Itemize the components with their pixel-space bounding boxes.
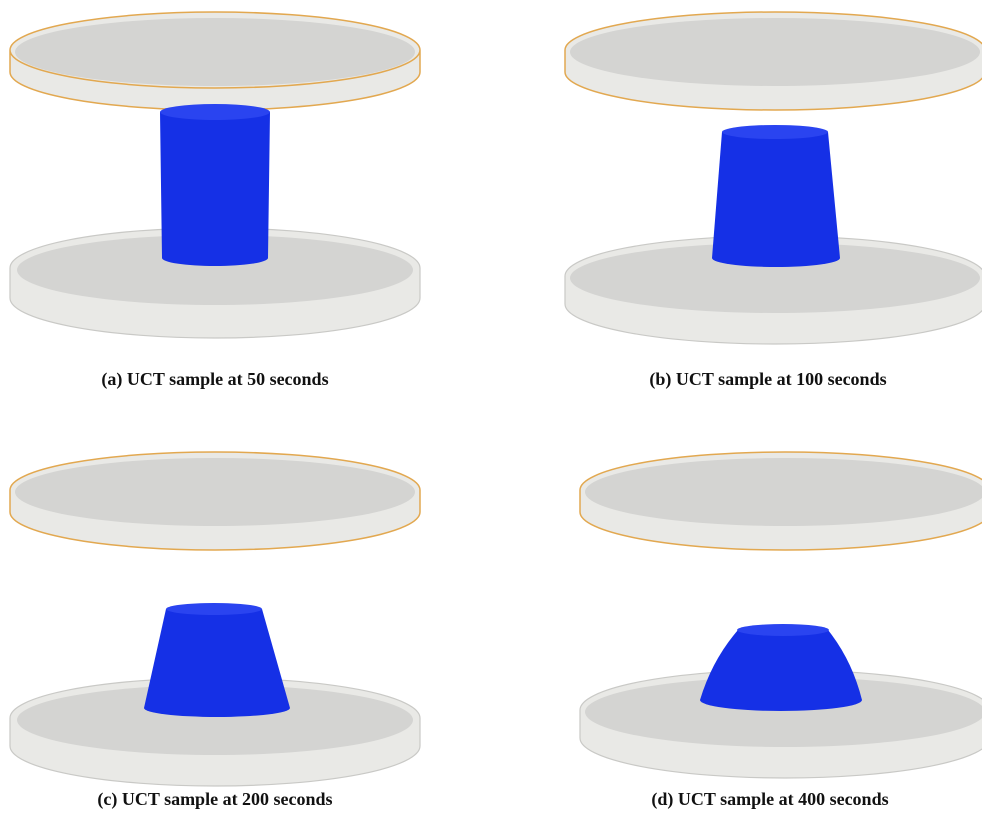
caption: (b) UCT sample at 100 seconds xyxy=(649,369,886,390)
plate-face xyxy=(15,458,415,526)
sample-top xyxy=(166,603,262,615)
sample-top xyxy=(160,104,270,120)
sample xyxy=(144,609,290,717)
sample xyxy=(712,132,840,267)
plate-face xyxy=(15,18,415,86)
sample-top xyxy=(737,624,829,636)
panel-a xyxy=(10,12,420,338)
plate-face xyxy=(570,18,980,86)
figure: (a) UCT sample at 50 seconds (b) UCT sam… xyxy=(0,0,982,838)
caption: (a) UCT sample at 50 seconds xyxy=(101,369,328,390)
sample xyxy=(700,630,862,711)
sample xyxy=(160,112,270,266)
panel-b xyxy=(565,12,982,344)
plate-face xyxy=(585,458,982,526)
caption: (d) UCT sample at 400 seconds xyxy=(651,789,888,810)
panel-d xyxy=(580,452,982,778)
panel-c xyxy=(10,452,420,786)
caption: (c) UCT sample at 200 seconds xyxy=(97,789,332,810)
sample-top xyxy=(722,125,828,139)
